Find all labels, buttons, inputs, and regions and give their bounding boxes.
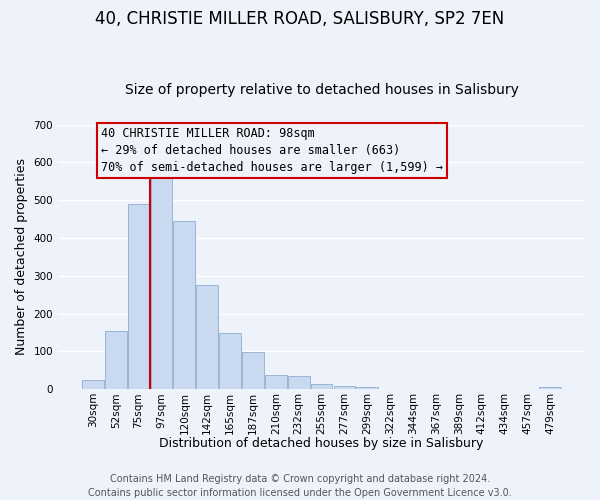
Text: 40 CHRISTIE MILLER ROAD: 98sqm
← 29% of detached houses are smaller (663)
70% of: 40 CHRISTIE MILLER ROAD: 98sqm ← 29% of … bbox=[101, 127, 443, 174]
Bar bbox=[265, 376, 287, 390]
Bar bbox=[219, 334, 241, 390]
Bar bbox=[173, 221, 195, 390]
Text: Contains HM Land Registry data © Crown copyright and database right 2024.
Contai: Contains HM Land Registry data © Crown c… bbox=[88, 474, 512, 498]
Bar bbox=[334, 386, 355, 390]
X-axis label: Distribution of detached houses by size in Salisbury: Distribution of detached houses by size … bbox=[160, 437, 484, 450]
Title: Size of property relative to detached houses in Salisbury: Size of property relative to detached ho… bbox=[125, 83, 518, 97]
Y-axis label: Number of detached properties: Number of detached properties bbox=[15, 158, 28, 356]
Bar bbox=[151, 178, 172, 390]
Bar bbox=[128, 204, 149, 390]
Bar bbox=[311, 384, 332, 390]
Bar bbox=[539, 388, 561, 390]
Bar bbox=[196, 286, 218, 390]
Bar bbox=[242, 352, 264, 390]
Bar bbox=[105, 330, 127, 390]
Text: 40, CHRISTIE MILLER ROAD, SALISBURY, SP2 7EN: 40, CHRISTIE MILLER ROAD, SALISBURY, SP2… bbox=[95, 10, 505, 28]
Bar bbox=[288, 376, 310, 390]
Bar bbox=[356, 388, 378, 390]
Bar bbox=[82, 380, 104, 390]
